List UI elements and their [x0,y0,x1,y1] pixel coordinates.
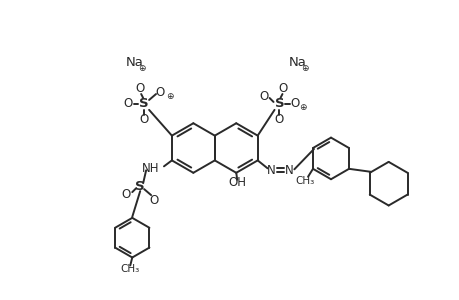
Text: NH: NH [141,162,159,175]
Text: O: O [149,194,158,206]
Text: CH₃: CH₃ [120,264,140,274]
Text: ⊕: ⊕ [299,103,306,112]
Text: O: O [155,85,164,98]
Text: OH: OH [228,176,246,189]
Text: N: N [285,164,293,177]
Text: O: O [139,113,148,126]
Text: O: O [274,113,284,126]
Text: Na: Na [125,56,143,69]
Text: S: S [139,98,149,110]
Text: S: S [135,180,145,193]
Text: O: O [122,188,131,201]
Text: Na: Na [288,56,306,69]
Text: O: O [258,89,268,103]
Text: N: N [267,164,275,177]
Text: CH₃: CH₃ [295,176,314,186]
Text: O: O [278,82,287,94]
Text: ⊕: ⊕ [138,64,146,73]
Text: S: S [274,98,284,110]
Text: O: O [290,98,299,110]
Text: ⊕: ⊕ [166,92,174,100]
Text: O: O [123,98,133,110]
Text: ⊕: ⊕ [301,64,308,73]
Text: O: O [135,82,145,94]
